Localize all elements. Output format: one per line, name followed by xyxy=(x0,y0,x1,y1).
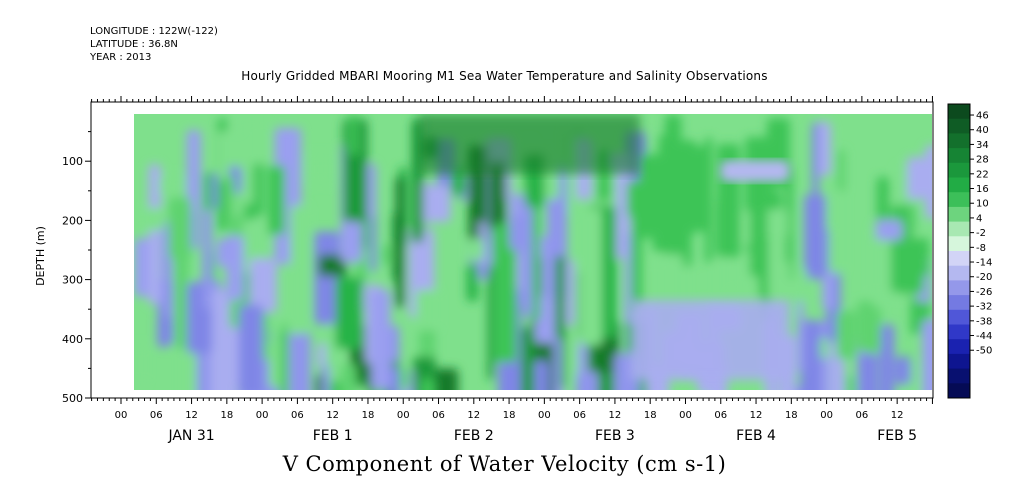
y-tick-label: 200 xyxy=(62,214,83,227)
x-day-label: FEB 3 xyxy=(595,428,635,444)
x-day-label: FEB 2 xyxy=(454,428,494,444)
colorbar-label: -20 xyxy=(976,272,992,283)
x-hour-label: 12 xyxy=(609,410,622,421)
x-day-label: FEB 5 xyxy=(877,428,917,444)
y-tick-label: 500 xyxy=(62,392,83,405)
x-hour-label: 06 xyxy=(150,410,163,421)
x-hour-label: 18 xyxy=(644,410,657,421)
x-hour-label: 06 xyxy=(291,410,304,421)
x-hour-label: 00 xyxy=(679,410,692,421)
x-hour-label: 12 xyxy=(750,410,763,421)
colorbar-frame xyxy=(947,103,971,399)
colorbar-label: 22 xyxy=(976,169,989,180)
y-tick-label: 100 xyxy=(62,155,83,168)
chart-axes: 100 200 300 400 500 00 06 12 18 00 06 12 18 00 06 12 18 0… xyxy=(62,96,934,444)
colorbar-label: 4 xyxy=(976,213,982,224)
latitude-label: LATITUDE : 36.8N xyxy=(90,39,178,50)
heatmap-field xyxy=(134,114,932,390)
colorbar-label: 40 xyxy=(976,125,989,136)
x-hour-label: 00 xyxy=(820,410,833,421)
colorbar-swatch xyxy=(948,177,970,193)
colorbar-swatch xyxy=(948,148,970,164)
colorbar-label: 10 xyxy=(976,199,989,210)
x-hour-label: 12 xyxy=(326,410,339,421)
colorbar-swatch xyxy=(948,309,970,325)
colorbar-label: 16 xyxy=(976,184,989,195)
x-hour-label: 12 xyxy=(185,410,198,421)
x-day-label: FEB 1 xyxy=(313,428,353,444)
variable-label: V Component of Water Velocity (cm s-1) xyxy=(282,452,727,476)
x-hour-label: 12 xyxy=(467,410,480,421)
colorbar-swatch xyxy=(948,118,970,134)
colorbar-swatch xyxy=(948,162,970,178)
colorbar-swatch xyxy=(948,104,970,120)
x-day-label: JAN 31 xyxy=(167,428,214,444)
colorbar-label: 34 xyxy=(976,140,989,151)
colorbar-swatch xyxy=(948,368,970,384)
longitude-label: LONGITUDE : 122W(-122) xyxy=(90,26,218,37)
x-hour-label: 00 xyxy=(256,410,269,421)
year-label: YEAR : 2013 xyxy=(90,52,152,63)
chart-title: Hourly Gridded MBARI Mooring M1 Sea Wate… xyxy=(241,69,768,83)
x-hour-label: 00 xyxy=(538,410,551,421)
x-hour-label: 12 xyxy=(891,410,904,421)
colorbar-swatch xyxy=(948,192,970,208)
x-hour-label: 06 xyxy=(573,410,586,421)
x-hour-label: 00 xyxy=(115,410,128,421)
chart-metadata: LONGITUDE : 122W(-122) LATITUDE : 36.8N … xyxy=(90,25,218,64)
x-hour-label: 00 xyxy=(397,410,410,421)
colorbar-label: -50 xyxy=(976,346,992,357)
colorbar-swatch xyxy=(948,280,970,296)
colorbar-label: -8 xyxy=(976,243,986,254)
x-hour-label: 18 xyxy=(785,410,798,421)
colorbar-swatch xyxy=(948,324,970,340)
colorbar-label: 46 xyxy=(976,111,989,122)
colorbar-label: -32 xyxy=(976,302,992,313)
x-hour-label: 18 xyxy=(220,410,233,421)
colorbar-label: -14 xyxy=(976,258,992,269)
x-hour-label: 06 xyxy=(856,410,869,421)
colorbar-swatch xyxy=(948,206,970,223)
colorbar-label: -2 xyxy=(976,228,986,239)
colorbar-label: -26 xyxy=(976,287,992,298)
colorbar-label: -38 xyxy=(976,316,992,327)
colorbar-swatch xyxy=(948,251,970,267)
y-tick-label: 400 xyxy=(62,333,83,346)
x-hour-label: 06 xyxy=(714,410,727,421)
colorbar-swatch xyxy=(948,265,970,281)
colorbar-swatch xyxy=(948,339,970,355)
y-axis-label: DEPTH (m) xyxy=(34,226,47,286)
colorbar-swatch xyxy=(948,133,970,149)
colorbar-swatch xyxy=(948,295,970,311)
colorbar-swatch xyxy=(948,221,970,237)
colorbar-swatch xyxy=(948,353,970,370)
colorbar-swatch xyxy=(948,383,970,399)
colorbar-label: 28 xyxy=(976,155,989,166)
colorbar-label: -44 xyxy=(976,331,992,342)
colorbar: 46 40 34 28 22 16 10 4 -2 -8 -14 -20 -26 -32 -38 -44 -50 xyxy=(947,103,992,399)
x-day-label: FEB 4 xyxy=(736,428,776,444)
x-hour-label: 18 xyxy=(503,410,516,421)
x-hour-label: 18 xyxy=(362,410,375,421)
x-hour-label: 06 xyxy=(432,410,445,421)
colorbar-swatch xyxy=(948,236,970,252)
y-tick-label: 300 xyxy=(62,274,83,287)
